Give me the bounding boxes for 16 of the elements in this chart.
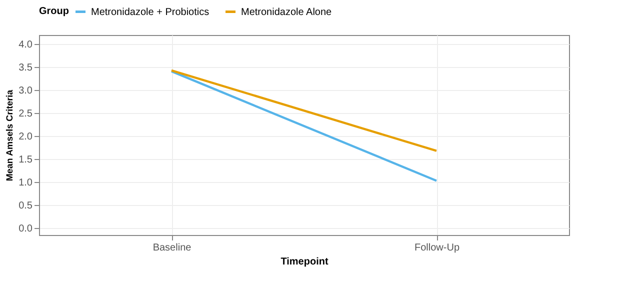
y-tick-label: 0.0 <box>18 224 33 235</box>
legend-label: Metronidazole Alone <box>241 6 332 18</box>
y-tick-label: 2.0 <box>18 132 33 143</box>
y-tick-label: 1.5 <box>18 154 33 166</box>
y-tick-label: 1.0 <box>18 178 33 189</box>
legend-title: Group <box>39 6 69 17</box>
y-tick-label: 2.5 <box>18 108 33 120</box>
y-tick-label: 3.5 <box>18 62 33 74</box>
legend-label: Metronidazole + Probiotics <box>91 6 210 18</box>
x-tick-label: Baseline <box>152 242 192 254</box>
y-tick-label: 3.0 <box>18 86 33 97</box>
x-tick-label: Follow-Up <box>414 242 460 254</box>
y-axis-title: Mean Amsels Criteria <box>4 88 15 182</box>
y-tick-label: 4.0 <box>18 40 33 51</box>
y-tick-label: 0.5 <box>18 200 33 212</box>
x-axis-title: Timepoint <box>280 256 329 268</box>
